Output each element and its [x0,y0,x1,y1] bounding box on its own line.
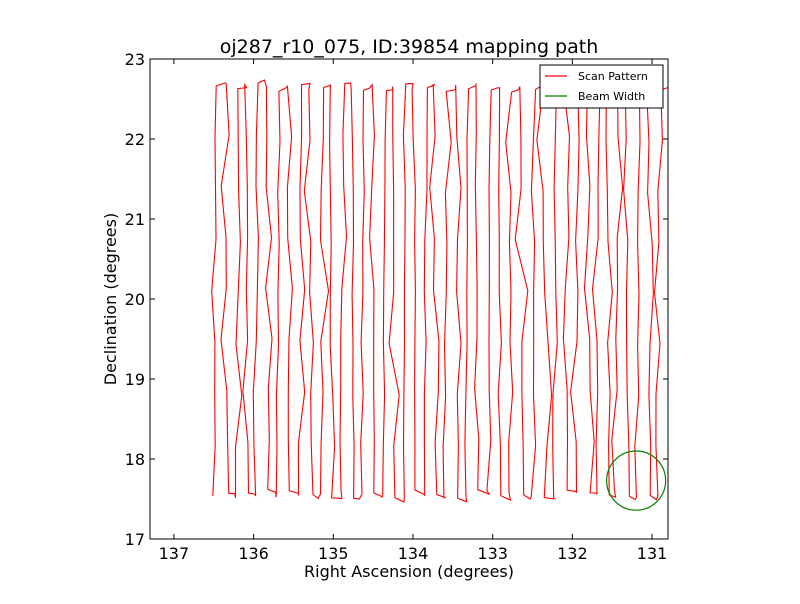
legend-label: Beam Width [578,90,645,103]
x-tick-label: 134 [398,544,429,563]
x-tick-label: 131 [637,544,668,563]
y-tick-label: 19 [125,370,145,389]
chart-title: oj287_r10_075, ID:39854 mapping path [220,36,599,58]
y-tick-label: 23 [125,50,145,69]
legend-label: Scan Pattern [578,70,648,83]
x-tick-label: 133 [477,544,508,563]
y-tick-label: 20 [125,290,145,309]
x-tick-label: 137 [159,544,190,563]
legend: Scan Pattern Beam Width [539,64,664,109]
legend-box [539,64,664,109]
y-tick-label: 21 [125,210,145,229]
x-axis-label: Right Ascension (degrees) [304,562,514,581]
x-tick-label: 136 [238,544,269,563]
y-tick-label: 17 [125,530,145,549]
plot-area [211,79,668,511]
x-tick-label: 132 [557,544,588,563]
y-tick-label: 18 [125,450,145,469]
y-axis-label: Declination (degrees) [101,213,120,385]
y-tick-label: 22 [125,130,145,149]
scan-pattern-line [211,79,668,503]
axis-ticks: 137 136 135 134 133 132 131 17 18 19 20 21 22 23 [125,50,668,563]
x-tick-label: 135 [318,544,349,563]
beam-width-circle [606,450,667,511]
